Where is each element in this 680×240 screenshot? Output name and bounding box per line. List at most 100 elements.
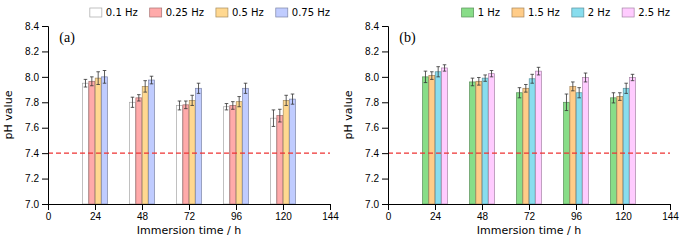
bar-series (83, 83, 277, 204)
error-bars (90, 77, 282, 122)
panel-label: (b) (399, 30, 416, 46)
error-bar (584, 73, 588, 82)
bar (536, 71, 542, 204)
legend-label: 0.1 Hz (106, 7, 138, 18)
legend-swatch (90, 8, 102, 17)
legend-item: 0.1 Hz (90, 7, 138, 18)
error-bar (143, 81, 147, 92)
bar-series (423, 77, 617, 204)
error-bars (103, 71, 295, 105)
y-tick-label: 8.0 (25, 72, 39, 83)
y-tick-label: 7.4 (25, 148, 39, 159)
bar (102, 77, 108, 204)
bar (523, 88, 529, 204)
error-bar (537, 67, 541, 75)
y-tick-label: 7.2 (365, 173, 379, 184)
x-tick-label: 0 (46, 211, 52, 222)
error-bar (565, 94, 569, 111)
x-tick-mark (283, 204, 284, 210)
y-tick-mark (382, 26, 388, 27)
x-axis: 024487296120144 (386, 204, 680, 222)
x-tick-label: 120 (615, 211, 632, 222)
error-bar (131, 97, 135, 107)
y-tick: 8.0 (25, 72, 48, 83)
bar (489, 74, 495, 204)
chart-svg: 0244872961201447.07.27.47.67.88.08.28.4I… (0, 0, 680, 240)
bar-series (102, 77, 296, 204)
legend-item: 1.5 Hz (512, 7, 560, 18)
y-tick-label: 7.6 (365, 122, 379, 133)
y-tick: 8.0 (365, 72, 388, 83)
legend-item: 0.25 Hz (150, 7, 204, 18)
y-tick-mark (382, 153, 388, 154)
reference-line (388, 153, 670, 154)
error-bars (96, 72, 288, 107)
bar (142, 86, 148, 204)
bar (442, 68, 448, 204)
y-tick-mark (382, 128, 388, 129)
error-bar (284, 95, 288, 105)
legend: 0.1 Hz0.25 Hz0.5 Hz0.75 Hz (90, 7, 330, 18)
x-axis-title: Immersion time / h (477, 224, 582, 237)
x-axis-title: Immersion time / h (137, 224, 242, 237)
x-tick-label: 24 (90, 211, 102, 222)
x-axis-line (49, 205, 331, 211)
reference-line (48, 153, 330, 154)
x-tick-label: 120 (275, 211, 292, 222)
y-axis: 7.07.27.47.67.88.08.28.4 (365, 21, 388, 210)
x-tick: 0 (46, 204, 52, 222)
y-tick-mark (42, 26, 48, 27)
x-tick: 72 (524, 204, 536, 222)
legend-label: 2.5 Hz (638, 7, 670, 18)
error-bar (96, 72, 100, 85)
legend-swatch (150, 8, 162, 17)
error-bar (150, 76, 154, 84)
error-bar (612, 93, 616, 103)
error-bar (483, 75, 487, 81)
y-axis-title: pH value (2, 90, 15, 139)
x-axis: 024487296120144 (46, 204, 340, 222)
legend-label: 0.75 Hz (292, 7, 330, 18)
error-bar (524, 84, 528, 92)
error-bar (272, 110, 276, 127)
error-bar (225, 104, 229, 110)
x-tick-label: 144 (662, 211, 679, 222)
error-bar (518, 88, 522, 98)
y-axis-line (42, 27, 49, 205)
x-tick: 144 (662, 204, 679, 222)
x-axis-line (389, 205, 671, 211)
x-tick: 120 (615, 204, 632, 222)
x-tick: 24 (90, 204, 102, 222)
bar (583, 77, 589, 204)
y-tick-label: 7.4 (365, 148, 379, 159)
legend-item: 2.5 Hz (622, 7, 670, 18)
error-bar (137, 95, 141, 101)
bar (230, 105, 236, 204)
legend-swatch (512, 8, 524, 17)
x-tick-label: 48 (477, 211, 489, 222)
y-tick-label: 7.0 (25, 199, 39, 210)
legend-label: 1 Hz (478, 7, 500, 18)
error-bars (443, 65, 635, 82)
bar (224, 107, 230, 204)
y-tick-mark (382, 204, 388, 205)
x-tick-label: 24 (430, 211, 442, 222)
x-tick: 144 (322, 204, 339, 222)
y-tick: 7.0 (25, 199, 48, 210)
error-bar (477, 77, 481, 85)
legend-label: 0.25 Hz (166, 7, 204, 18)
y-tick-label: 7.8 (25, 97, 39, 108)
panel: 0244872961201447.07.27.47.67.88.08.28.4I… (342, 7, 679, 237)
x-tick-mark (576, 204, 577, 210)
y-tick-label: 8.2 (365, 46, 379, 57)
bar (196, 88, 202, 204)
error-bars (84, 79, 276, 126)
plot-area (48, 71, 330, 205)
x-tick: 72 (184, 204, 196, 222)
error-bar (571, 82, 575, 91)
panel: 0244872961201447.07.27.47.67.88.08.28.4I… (2, 7, 339, 237)
bar (576, 93, 582, 204)
bar (630, 77, 636, 204)
x-tick-mark (189, 204, 190, 210)
error-bar (244, 83, 248, 93)
